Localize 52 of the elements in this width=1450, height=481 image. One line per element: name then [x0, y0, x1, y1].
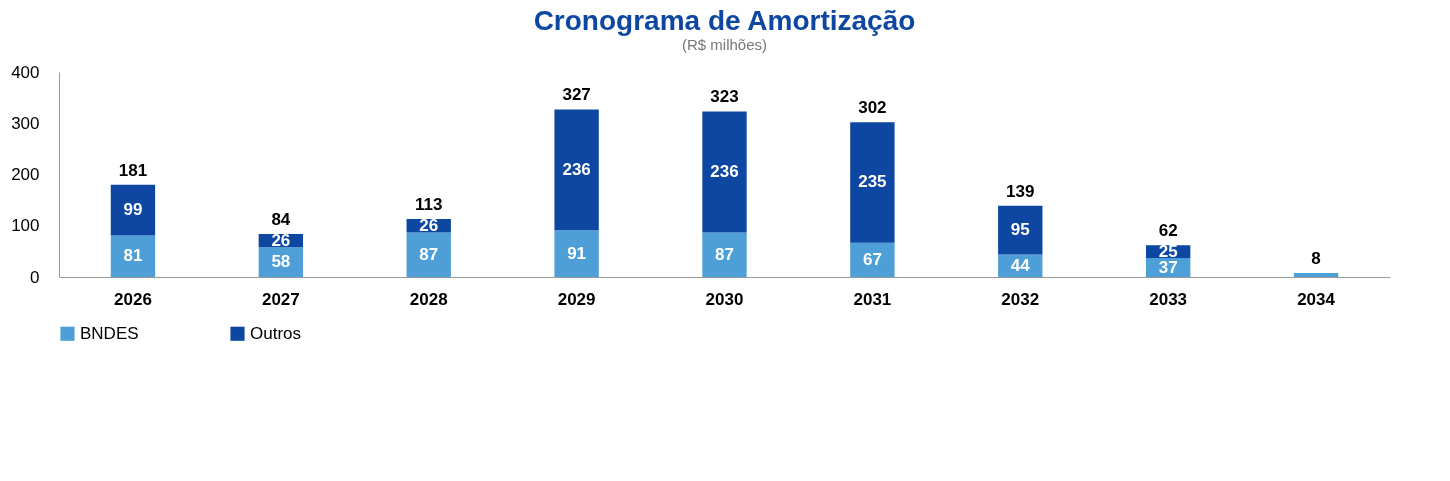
y-tick-label: 0 — [30, 267, 40, 287]
total-label: 84 — [271, 209, 291, 229]
total-label: 62 — [1158, 221, 1178, 241]
chart-title: Cronograma de Amortização — [533, 5, 916, 36]
total-label: 302 — [858, 98, 887, 118]
bar — [998, 205, 1043, 255]
bar — [850, 122, 895, 243]
bar — [702, 111, 747, 233]
total-label: 113 — [415, 195, 443, 215]
data-label: 95 — [1010, 220, 1030, 240]
total-label: 327 — [562, 85, 591, 105]
y-tick-label: 300 — [11, 113, 40, 133]
x-tick-label: 2033 — [1149, 289, 1188, 309]
x-tick-label: 2029 — [557, 289, 596, 309]
total-label: 323 — [710, 87, 739, 107]
data-label: 26 — [419, 215, 439, 235]
legend-label: Outros — [250, 323, 302, 343]
data-label: 67 — [862, 249, 882, 269]
data-label: 236 — [710, 161, 739, 181]
data-label: 87 — [715, 244, 734, 264]
x-tick-label: 2031 — [853, 289, 892, 309]
bar — [702, 232, 747, 277]
data-label: 26 — [271, 230, 291, 250]
bar — [850, 242, 895, 277]
y-tick-label: 400 — [11, 62, 40, 82]
data-label: 81 — [123, 246, 143, 266]
bar — [406, 232, 451, 277]
x-tick-label: 2028 — [409, 289, 448, 309]
x-tick-label: 2032 — [1001, 289, 1040, 309]
data-label: 58 — [271, 252, 291, 272]
total-label: 181 — [118, 160, 148, 180]
y-tick-label: 100 — [11, 216, 40, 236]
bar — [1293, 272, 1339, 277]
data-label: 236 — [562, 159, 591, 179]
y-tick-label: 200 — [11, 165, 40, 184]
x-tick-label: 2026 — [114, 289, 152, 309]
total-label: 8 — [1311, 248, 1321, 268]
data-label: 91 — [567, 243, 587, 263]
legend-label: BNDES — [80, 323, 139, 343]
total-label: 139 — [1006, 181, 1035, 201]
bar — [554, 109, 599, 231]
y-axis-title: (R$ milhões) — [681, 36, 768, 53]
x-tick-label: 2030 — [705, 289, 744, 309]
data-label: 87 — [419, 244, 439, 264]
data-label: 44 — [1010, 255, 1031, 275]
data-label: 99 — [123, 200, 143, 220]
bar — [554, 230, 599, 277]
bar — [110, 184, 156, 236]
bar — [110, 235, 156, 277]
x-tick-label: 2027 — [261, 289, 300, 309]
x-tick-label: 2034 — [1297, 289, 1336, 309]
data-label: 235 — [858, 172, 887, 192]
